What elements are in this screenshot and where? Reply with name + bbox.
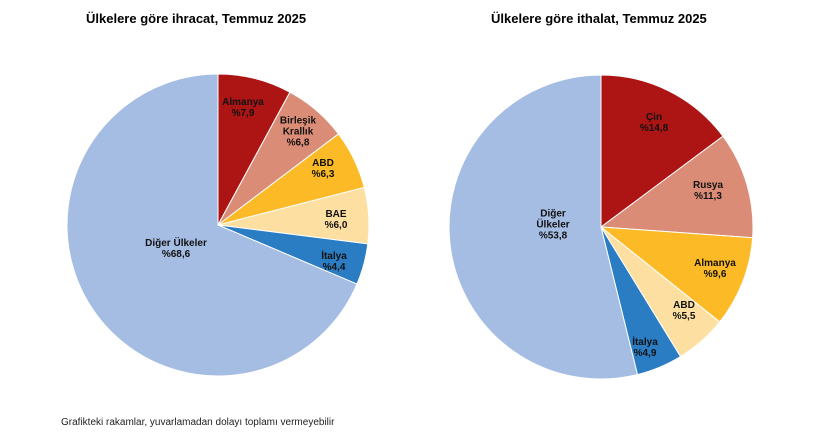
import-slice-label-3: ABD %5,5	[673, 300, 696, 322]
import-slice-label-4: İtalya %4,9	[632, 335, 658, 359]
import-pie-slice-1	[599, 135, 754, 239]
import-slice-label-5: Diğer Ülkeler %53,8	[536, 209, 569, 242]
export-slice-label-1: Birleşik Krallık %6,8	[280, 116, 317, 149]
export-slice-label-5: Diğer Ülkeler %68,6	[145, 236, 207, 260]
import-pie-slice-5	[448, 74, 639, 380]
export-slice-label-4: İtalya %4,4	[321, 249, 347, 273]
export-slice-label-0: Almanya %7,9	[222, 97, 264, 119]
import-pie-slice-0	[600, 74, 724, 228]
import-slice-label-0: Çin %14,8	[640, 112, 669, 134]
import-slice-label-1: Rusya %11,3	[693, 180, 723, 202]
import-pie-slice-2	[599, 226, 754, 323]
export-slice-label-2: ABD %6,3	[312, 158, 335, 180]
export-slice-label-3: BAE %6,0	[325, 209, 348, 231]
rounding-footnote: Grafikteki rakamlar, yuvarlamadan dolayı…	[61, 417, 335, 428]
export-chart-title: Ülkelere göre ihracat, Temmuz 2025	[86, 11, 307, 26]
import-slice-label-2: Almanya %9,6	[694, 258, 736, 280]
import-chart-title: Ülkelere göre ithalat, Temmuz 2025	[491, 11, 707, 26]
export-pie-slice-5	[66, 73, 358, 377]
